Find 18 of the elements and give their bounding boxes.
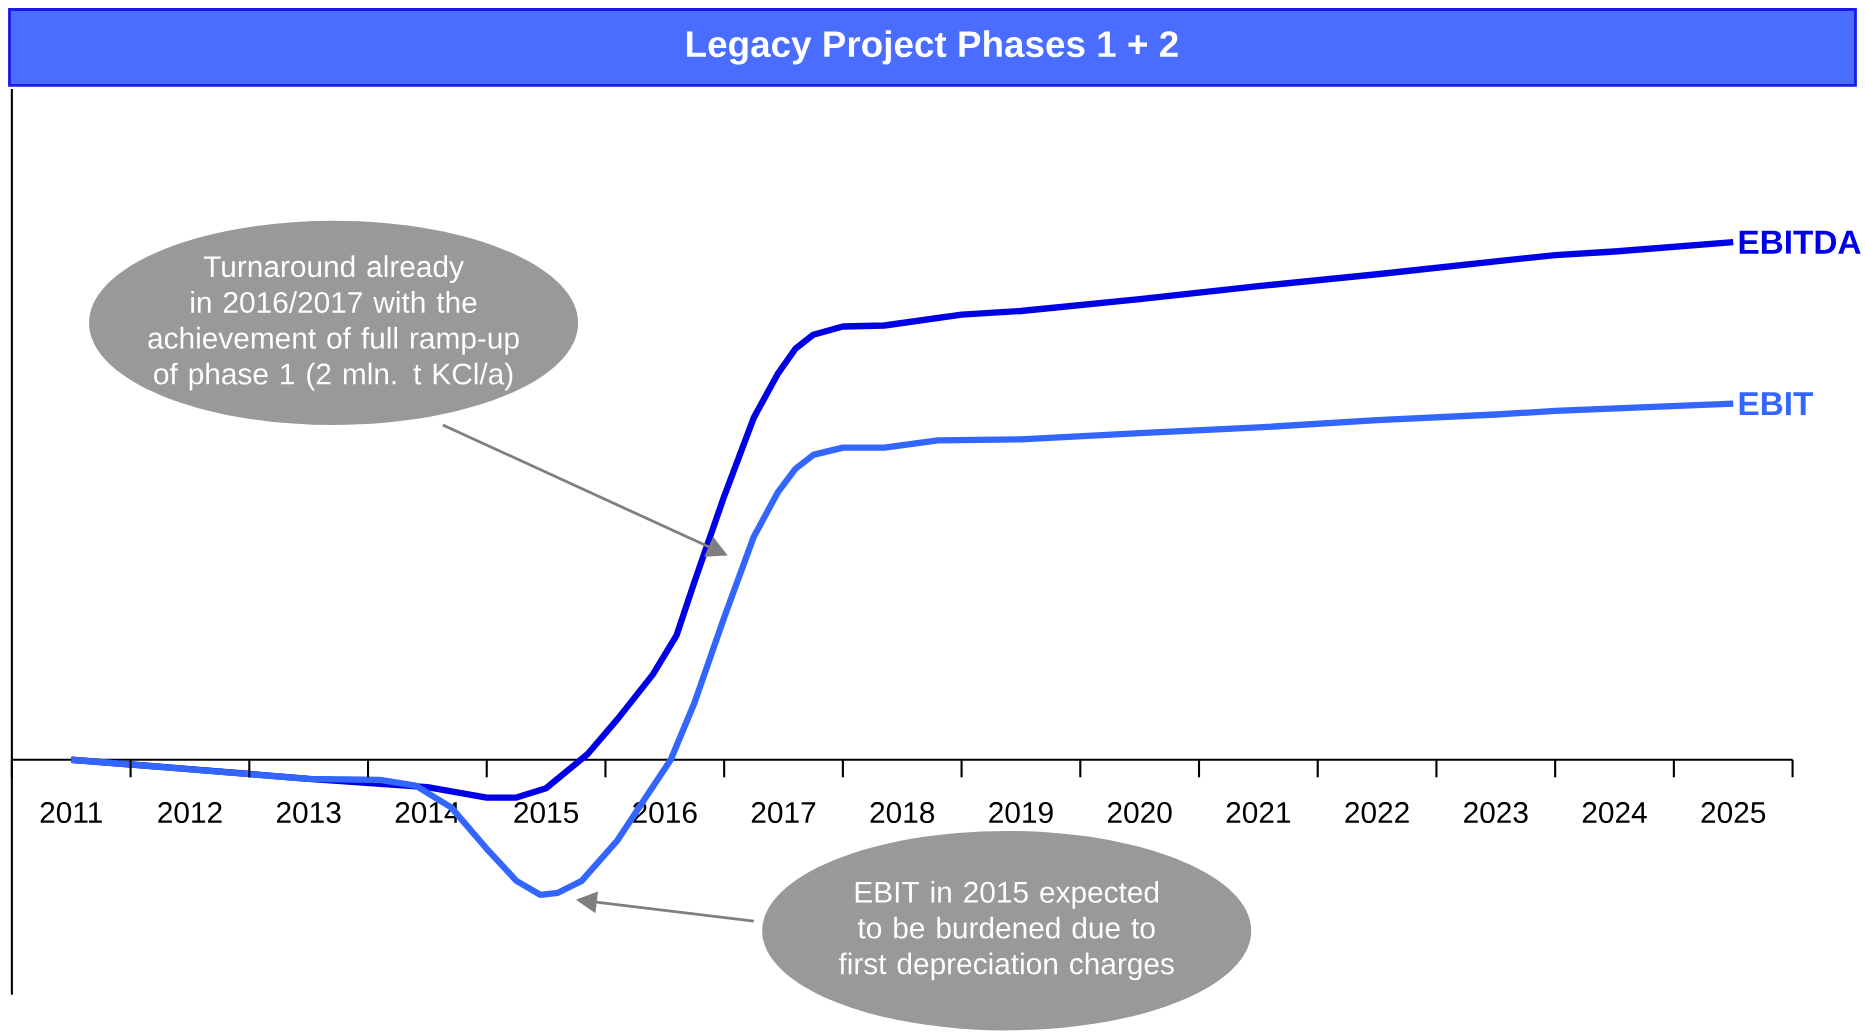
x-tick-label: 2020 — [1107, 802, 1172, 824]
chart-title: Legacy Project Phases 1 + 2 — [687, 30, 1178, 65]
x-tick-label: 2011 — [40, 802, 102, 824]
x-tick-label: 2013 — [276, 802, 341, 824]
x-tick-label: 2021 — [1226, 802, 1291, 824]
annotation: Turnaround already in 2016/2017 with the achievement of full ramp-up of phase 1 (2 mln. t KCl/a) — [148, 255, 519, 391]
x-tick-label: 2025 — [1701, 802, 1766, 824]
x-tick-label: 2015 — [514, 802, 579, 824]
x-tick-label: 2019 — [989, 802, 1053, 824]
series-label: EBITDA — [1739, 230, 1861, 254]
x-tick-label: 2024 — [1582, 802, 1647, 824]
series-label: EBIT — [1739, 392, 1814, 416]
x-tick-label: 2017 — [751, 802, 816, 824]
x-tick-label: 2018 — [870, 802, 935, 824]
x-tick-label: 2022 — [1345, 802, 1409, 824]
x-tick-label: 2023 — [1464, 802, 1528, 824]
x-tick-label: 2012 — [158, 802, 222, 824]
annotation: EBIT in 2015 expected to be burdened due to first depreciation charges — [838, 881, 1174, 981]
